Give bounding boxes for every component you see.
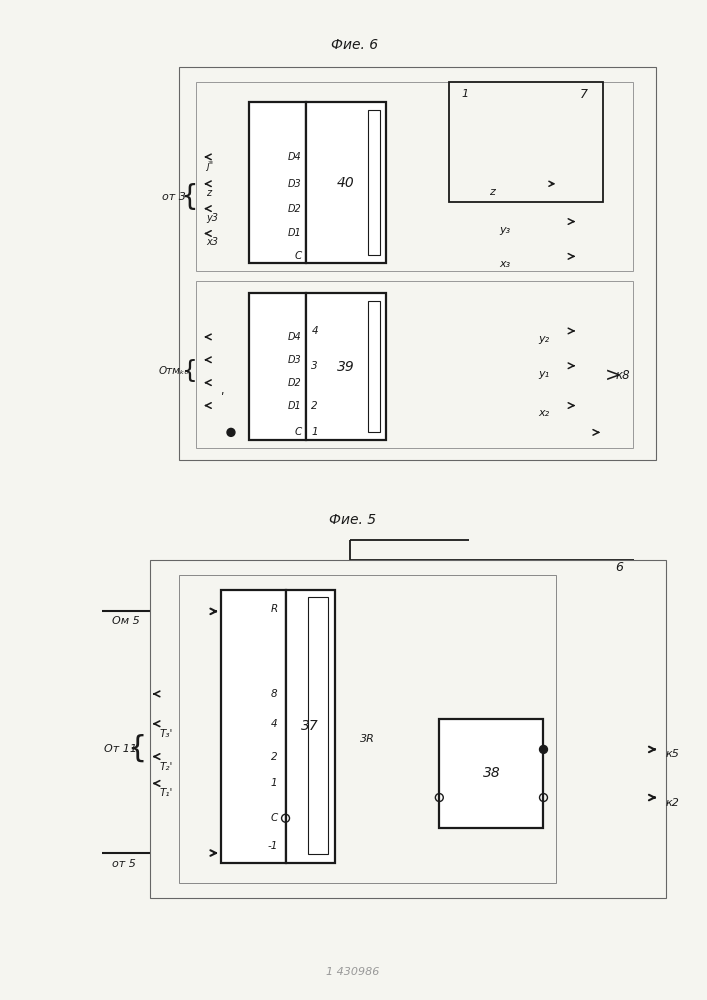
Text: 1: 1 <box>311 427 318 437</box>
Circle shape <box>227 428 235 436</box>
Bar <box>249 293 306 440</box>
Text: T₃': T₃' <box>160 729 173 739</box>
Bar <box>286 589 335 863</box>
Circle shape <box>539 745 547 753</box>
Text: Ом 5: Ом 5 <box>112 616 140 626</box>
Bar <box>180 67 655 460</box>
Text: >: > <box>605 366 621 385</box>
Text: T₁': T₁' <box>160 788 173 798</box>
Text: 1: 1 <box>271 778 278 788</box>
Text: 40: 40 <box>337 176 355 190</box>
Text: 39: 39 <box>337 360 355 374</box>
Text: к8: к8 <box>616 369 631 382</box>
Text: D2: D2 <box>288 378 301 388</box>
Text: D1: D1 <box>288 228 301 238</box>
Text: D3: D3 <box>288 355 301 365</box>
Text: {: { <box>127 734 146 763</box>
Bar <box>197 281 633 448</box>
Bar <box>368 301 380 432</box>
Text: 2: 2 <box>311 401 318 411</box>
Bar <box>368 110 380 255</box>
Text: C: C <box>294 427 301 437</box>
Text: 1 430986: 1 430986 <box>327 967 380 977</box>
Text: 3: 3 <box>311 361 318 371</box>
Text: 37: 37 <box>301 719 320 733</box>
Text: Фие. 6: Фие. 6 <box>332 38 378 52</box>
Text: D4: D4 <box>288 332 301 342</box>
Text: 8: 8 <box>271 689 278 699</box>
Text: к2: к2 <box>665 798 679 808</box>
Text: 4: 4 <box>311 326 318 336</box>
Bar <box>150 560 665 898</box>
Text: C: C <box>270 813 278 823</box>
Text: x₃: x₃ <box>499 259 510 269</box>
Text: j": j" <box>206 161 214 171</box>
Text: y3: y3 <box>206 213 218 223</box>
Bar <box>249 102 306 263</box>
Text: ʹ: ʹ <box>220 392 223 405</box>
Bar <box>439 719 544 828</box>
Text: {: { <box>182 359 198 383</box>
Text: 38: 38 <box>483 766 501 780</box>
Text: D2: D2 <box>288 204 301 214</box>
Text: D1: D1 <box>288 401 301 411</box>
Text: Фие. 5: Фие. 5 <box>329 513 377 527</box>
Text: 2: 2 <box>271 752 278 762</box>
Text: y₂: y₂ <box>539 334 549 344</box>
Text: C: C <box>294 251 301 261</box>
Text: 6: 6 <box>615 561 623 574</box>
Text: z: z <box>206 188 211 198</box>
Bar <box>221 589 286 863</box>
Text: Отмₖ₀: Отмₖ₀ <box>159 366 189 376</box>
Text: z: z <box>489 187 495 197</box>
Text: R: R <box>270 604 278 614</box>
Text: D4: D4 <box>288 152 301 162</box>
Text: y₃: y₃ <box>499 225 510 235</box>
Bar <box>306 293 386 440</box>
Text: -1: -1 <box>267 841 278 851</box>
Text: {: { <box>180 183 198 211</box>
Bar <box>180 575 556 883</box>
Text: к5: к5 <box>665 749 679 759</box>
Text: x3: x3 <box>206 237 218 247</box>
Text: 3R: 3R <box>360 734 375 744</box>
Text: от 5: от 5 <box>112 859 136 869</box>
Bar <box>449 82 603 202</box>
Text: 1: 1 <box>461 89 468 99</box>
Text: D3: D3 <box>288 179 301 189</box>
Text: y₁: y₁ <box>539 369 549 379</box>
Text: T₂': T₂' <box>160 762 173 772</box>
Text: от 3: от 3 <box>163 192 187 202</box>
Text: x₂: x₂ <box>539 408 549 418</box>
Bar <box>197 82 633 271</box>
Bar <box>306 102 386 263</box>
Text: 7: 7 <box>580 88 588 101</box>
Bar <box>308 597 328 854</box>
Text: 4: 4 <box>271 719 278 729</box>
Text: От 11: От 11 <box>104 744 136 754</box>
